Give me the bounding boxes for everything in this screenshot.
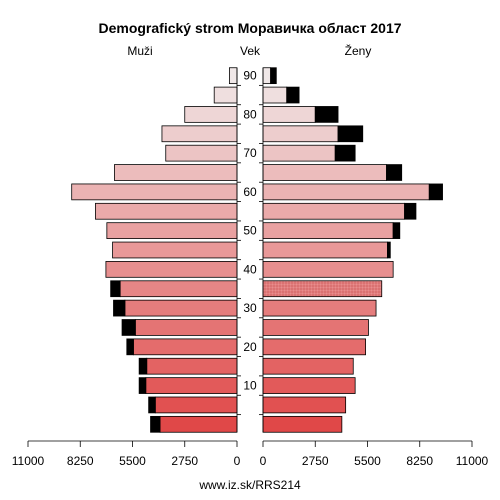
female-bar-45-49 [262,241,388,259]
age-tick-label: 60 [243,185,257,199]
male-excess-25-29 [121,319,136,336]
male-excess-10-14 [138,377,147,394]
female-bar-5-9 [262,396,347,414]
female-bar-85-89 [262,86,288,104]
male-excess-20-24 [126,338,134,356]
female-bar-70-74 [262,144,336,162]
female-bar-0-4 [262,415,343,433]
age-tick-label: 40 [243,262,257,276]
x-tick-label-right: 2750 [302,454,329,468]
x-tick-label-left: 0 [234,454,241,468]
age-tick-label: 80 [243,107,257,121]
female-bar-40-44 [262,261,394,278]
footer-source: www.iz.sk/RRS214 [198,478,301,492]
female-excess-50-54 [392,222,401,239]
male-bar-55-59 [95,202,238,220]
age-tick-label: 90 [243,69,257,83]
female-excess-80-84 [314,106,339,123]
female-bar-25-29 [262,319,369,336]
age-axis: 10 20 30 40 50 60 70 80 90 [236,68,264,432]
male-bars [71,67,238,433]
female-excess-60-64 [428,183,443,201]
x-tick-label-right: 8250 [406,454,433,468]
x-tick-label-left: 2750 [171,454,198,468]
female-bar-55-59 [262,202,405,220]
male-bar-70-74 [165,144,238,162]
female-bar-20-24 [262,338,366,356]
female-excess-85-89 [286,86,300,104]
male-bar-35-39 [119,280,238,298]
x-axis: 11000 8250 5500 2750 0 0 2750 5500 8250 11000 [12,440,489,468]
female-bar-75-79 [262,125,339,143]
male-bar-40-44 [105,261,238,278]
x-tick-label-left: 8250 [67,454,94,468]
x-tick-label-right: 5500 [354,454,381,468]
female-excess-55-59 [404,202,417,220]
female-bar-35-39 [262,280,383,298]
left-axis-label: Muži [127,44,152,58]
female-excess-90+ [270,67,277,85]
chart-title: Demografický strom Моравичка област 2017 [98,20,401,36]
female-excess-45-49 [387,241,391,259]
male-bar-65-69 [114,164,238,181]
male-bar-90+ [228,67,238,85]
male-excess-0-4 [150,415,161,433]
x-tick-label-left: 11000 [12,454,45,468]
male-bar-25-29 [134,319,238,336]
male-excess-5-9 [148,396,156,414]
female-bar-30-34 [262,299,377,317]
female-bar-15-19 [262,357,354,375]
x-tick-label-right: 11000 [456,454,489,468]
male-bar-60-64 [71,183,238,201]
male-bar-15-19 [146,357,238,375]
female-bar-90+ [262,67,271,85]
center-axis-label: Vek [240,44,261,58]
female-bar-60-64 [262,183,430,201]
male-bar-10-14 [145,377,238,394]
male-excess-15-19 [138,357,148,375]
male-bar-20-24 [133,338,238,356]
female-excess-65-69 [386,164,403,181]
male-bar-85-89 [213,86,238,104]
male-bar-5-9 [154,396,238,414]
female-bars [262,67,443,433]
male-excess-35-39 [110,280,121,298]
age-tick-label: 30 [243,301,257,315]
male-bar-80-84 [184,106,238,123]
male-bar-30-34 [124,299,238,317]
right-axis-label: Ženy [345,43,372,58]
male-excess-30-34 [113,299,126,317]
male-bar-0-4 [159,415,238,433]
x-tick-label-left: 5500 [119,454,146,468]
age-tick-label: 20 [243,340,257,354]
age-tick-label: 50 [243,224,257,238]
female-excess-70-74 [334,144,356,162]
female-bar-80-84 [262,106,316,123]
age-tick-label: 10 [243,379,257,393]
female-excess-75-79 [337,125,364,143]
male-bar-45-49 [112,241,238,259]
female-bar-10-14 [262,377,356,394]
x-tick-label-right: 0 [260,454,267,468]
female-bar-50-54 [262,222,394,239]
male-bar-75-79 [161,125,238,143]
female-bar-65-69 [262,164,387,181]
age-tick-label: 70 [243,146,257,160]
male-bar-50-54 [106,222,238,239]
